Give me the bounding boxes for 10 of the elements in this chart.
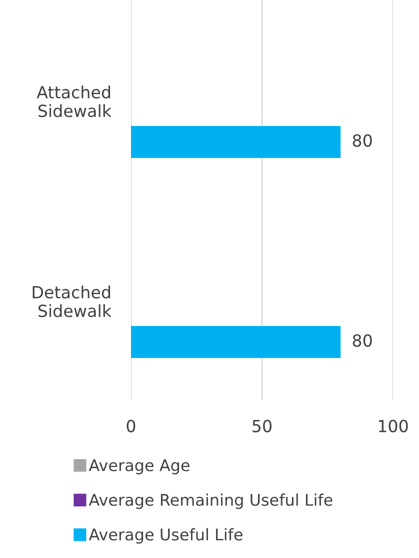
x-tick-label: 100 (378, 420, 408, 432)
data-label: 80 (352, 334, 372, 347)
data-label: 80 (352, 134, 372, 147)
legend-label: Average Age (88, 459, 190, 474)
y-tick-label: Detached Sidewalk (32, 286, 112, 318)
legend-label: Average Remaining Useful Life (88, 494, 332, 509)
x-tick-label: 0 (126, 420, 136, 432)
x-tick-label: 50 (252, 420, 272, 432)
legend-label: Average Useful Life (88, 528, 242, 544)
y-tick-label: Attached Sidewalk (36, 86, 112, 118)
